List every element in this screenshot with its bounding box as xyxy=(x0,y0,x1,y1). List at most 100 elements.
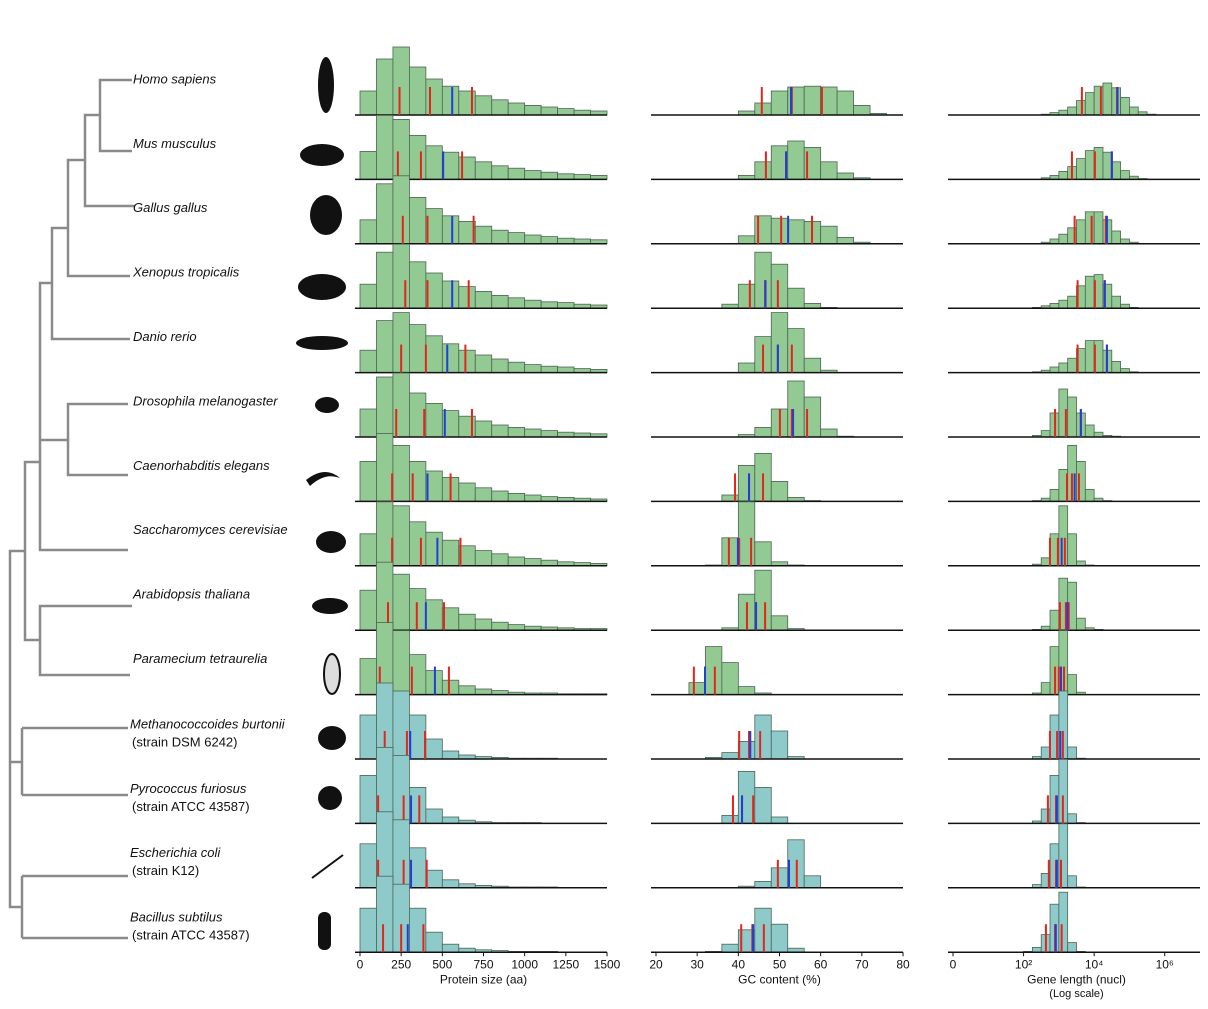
histogram-bin xyxy=(721,662,739,695)
ridge xyxy=(355,312,608,374)
ridge xyxy=(948,505,1200,567)
histogram-bin xyxy=(425,808,443,824)
ridge xyxy=(948,823,1200,889)
species-strain: (strain ATCC 43587) xyxy=(132,928,250,943)
histogram-bin xyxy=(754,881,772,889)
histogram-bin xyxy=(1058,891,1069,953)
ridge xyxy=(355,243,608,309)
icon-plant xyxy=(312,598,348,614)
icon-chicken xyxy=(310,195,342,235)
histogram-bin xyxy=(408,196,427,245)
ridge xyxy=(651,771,903,825)
histogram-bin xyxy=(737,464,756,502)
histogram-bin xyxy=(441,750,460,760)
histogram-bin xyxy=(737,283,756,309)
icon-archaea xyxy=(318,726,346,750)
histogram-bin xyxy=(392,444,410,502)
histogram-bin xyxy=(1084,340,1095,374)
ridge xyxy=(948,759,1200,825)
species-name: Mus musculus xyxy=(133,136,217,151)
ridge xyxy=(948,146,1200,181)
ridge xyxy=(651,312,903,374)
histogram-bin xyxy=(491,490,509,502)
histogram-bin xyxy=(392,46,410,116)
histogram-bin xyxy=(425,78,443,116)
species-name: Saccharomyces cerevisiae xyxy=(133,522,288,537)
histogram-bin xyxy=(376,432,394,502)
histogram-bin xyxy=(425,931,443,953)
histogram-bin xyxy=(836,236,855,245)
x-tick-label: 0 xyxy=(950,957,957,971)
histogram-bin xyxy=(458,286,476,309)
histogram-bin xyxy=(820,86,838,116)
histogram-bin xyxy=(1067,942,1077,953)
ridge xyxy=(651,251,903,309)
histogram-bin xyxy=(441,280,460,309)
ridge xyxy=(355,811,607,889)
histogram-bin xyxy=(359,658,377,695)
histogram-bin xyxy=(853,105,871,116)
histogram-bin xyxy=(770,923,789,953)
species-name: Gallus gallus xyxy=(133,200,208,215)
histogram-bin xyxy=(737,362,756,374)
histogram-bin xyxy=(408,521,427,567)
histogram-bin xyxy=(540,171,559,180)
histogram-bin xyxy=(721,752,739,760)
histogram-bin xyxy=(820,225,838,245)
histogram-bin xyxy=(1049,488,1060,502)
histogram-bin xyxy=(1067,674,1077,695)
histogram-bin xyxy=(458,613,476,631)
ridge xyxy=(355,561,608,631)
histogram-bin xyxy=(524,170,542,180)
ridge xyxy=(948,577,1200,631)
histogram-bin xyxy=(524,105,542,116)
histogram-bin xyxy=(1084,488,1095,502)
histogram-bin xyxy=(474,420,493,438)
histogram-bin xyxy=(787,328,805,374)
species-name: Paramecium tetraurelia xyxy=(133,651,267,666)
histogram-bin xyxy=(507,297,526,309)
ridge xyxy=(651,85,903,116)
icon-fly xyxy=(315,397,339,413)
histogram-bin xyxy=(392,630,410,695)
histogram-bin xyxy=(524,494,542,502)
histogram-bin xyxy=(688,682,706,695)
histogram-bin xyxy=(425,869,443,889)
histogram-bin xyxy=(1067,813,1077,824)
histogram-bin xyxy=(1058,362,1069,374)
histogram-bin xyxy=(359,907,377,953)
histogram-bin xyxy=(425,531,443,567)
histogram-bin xyxy=(737,501,756,567)
icon-fish xyxy=(296,336,348,350)
histogram-bin xyxy=(754,541,772,567)
histogram-bin xyxy=(408,66,427,116)
histogram-bin xyxy=(376,376,394,438)
histogram-bin xyxy=(770,867,789,889)
histogram-bin xyxy=(787,219,805,245)
histogram-bin xyxy=(507,492,526,502)
histogram-bin xyxy=(359,90,377,116)
histogram-bin xyxy=(507,232,526,245)
histogram-bin xyxy=(1129,106,1139,116)
histogram-bin xyxy=(1067,357,1077,374)
histogram-bin xyxy=(441,215,460,245)
x-tick-label: 250 xyxy=(391,957,411,971)
histogram-bin xyxy=(441,816,460,824)
histogram-bin xyxy=(820,428,838,438)
histogram-bin xyxy=(1076,158,1086,180)
species-strain: (strain K12) xyxy=(132,863,199,878)
histogram-bin xyxy=(1076,617,1086,631)
histogram-bin xyxy=(491,621,509,631)
species-strain: (strain ATCC 43587) xyxy=(132,799,250,814)
x-tick-label: 30 xyxy=(690,957,704,971)
ridge xyxy=(948,340,1200,374)
histogram-bin xyxy=(359,843,377,889)
histogram-bin xyxy=(1120,97,1130,116)
histogram-bin xyxy=(770,217,789,245)
histogram-bin xyxy=(770,312,789,374)
histogram-bin xyxy=(770,90,789,116)
species-name: Escherichia coli xyxy=(130,845,221,860)
histogram-bin xyxy=(1040,430,1051,438)
ridge xyxy=(651,501,903,567)
histogram-bin xyxy=(557,302,575,309)
